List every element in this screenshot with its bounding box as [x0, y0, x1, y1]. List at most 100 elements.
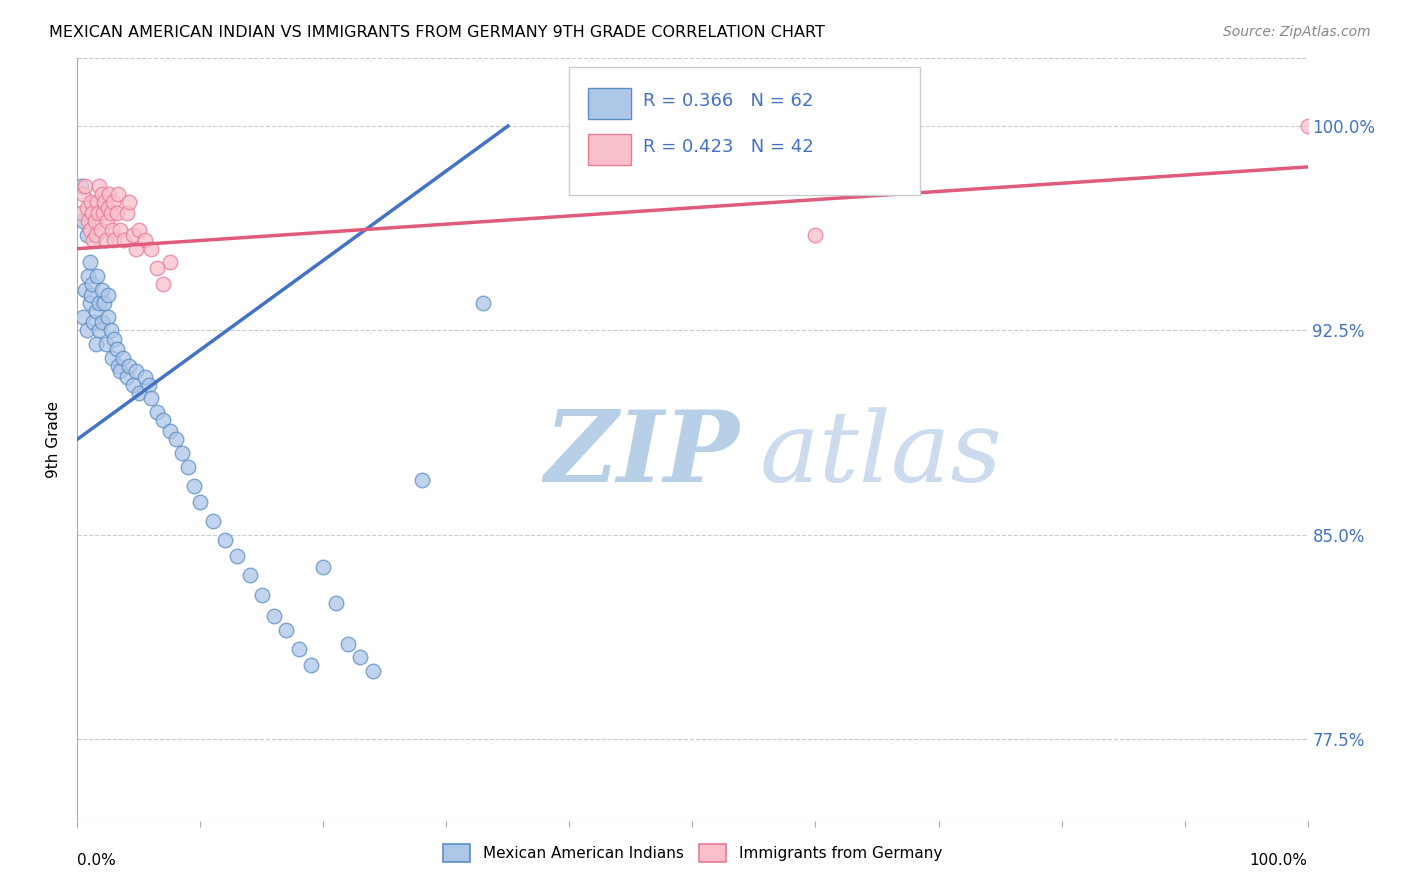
Point — [111, 351, 134, 365]
Point — [84, 337, 107, 351]
Legend: Mexican American Indians, Immigrants from Germany: Mexican American Indians, Immigrants fro… — [437, 838, 948, 868]
Point — [239, 568, 262, 582]
Point — [86, 268, 108, 283]
Point — [110, 222, 132, 236]
Point — [97, 201, 120, 215]
Point — [72, 187, 94, 202]
FancyBboxPatch shape — [588, 134, 631, 165]
Point — [70, 179, 93, 194]
Point — [93, 195, 115, 210]
Point — [89, 296, 111, 310]
Point — [101, 195, 124, 210]
Point — [90, 315, 114, 329]
Text: Source: ZipAtlas.com: Source: ZipAtlas.com — [1223, 25, 1371, 39]
Point — [183, 478, 205, 492]
Text: MEXICAN AMERICAN INDIAN VS IMMIGRANTS FROM GERMANY 9TH GRADE CORRELATION CHART: MEXICAN AMERICAN INDIAN VS IMMIGRANTS FR… — [49, 25, 825, 40]
Point — [325, 596, 347, 610]
Point — [411, 473, 433, 487]
Text: atlas: atlas — [761, 407, 1002, 502]
Point — [125, 364, 148, 378]
Point — [90, 222, 112, 236]
Point — [159, 424, 181, 438]
Point — [361, 664, 384, 678]
Point — [165, 432, 187, 446]
Point — [76, 201, 98, 215]
Point — [134, 234, 156, 248]
FancyBboxPatch shape — [588, 88, 631, 119]
Point — [349, 650, 371, 665]
Point — [89, 323, 111, 337]
Point — [100, 323, 122, 337]
Point — [94, 337, 117, 351]
Point — [226, 549, 249, 564]
Point — [90, 187, 114, 202]
Point — [159, 255, 181, 269]
Point — [70, 206, 93, 220]
Text: R = 0.366   N = 62: R = 0.366 N = 62 — [644, 93, 814, 111]
Point — [84, 304, 107, 318]
Point — [101, 351, 124, 365]
Point — [118, 195, 141, 210]
Point — [80, 288, 103, 302]
Point — [89, 179, 111, 194]
Point — [105, 343, 128, 357]
Point — [79, 255, 101, 269]
Point — [121, 227, 143, 242]
Point — [138, 377, 160, 392]
Point — [87, 206, 110, 220]
Point — [80, 195, 103, 210]
Point — [105, 206, 128, 220]
Point — [146, 260, 169, 275]
Point — [82, 315, 104, 329]
Point — [128, 386, 150, 401]
Point — [141, 242, 163, 256]
Point — [125, 242, 148, 256]
Point — [96, 214, 118, 228]
Point — [134, 369, 156, 384]
Point — [170, 446, 193, 460]
Point — [93, 296, 115, 310]
Text: 100.0%: 100.0% — [1250, 854, 1308, 868]
Point — [97, 288, 120, 302]
Point — [472, 296, 495, 310]
Point — [76, 323, 98, 337]
Point — [152, 413, 174, 427]
Point — [76, 227, 98, 242]
Point — [299, 658, 322, 673]
Point — [98, 187, 121, 202]
FancyBboxPatch shape — [569, 67, 920, 195]
Point — [84, 227, 107, 242]
Point — [141, 392, 163, 406]
Point — [118, 359, 141, 373]
Point — [82, 206, 104, 220]
Point — [103, 234, 125, 248]
Point — [101, 222, 124, 236]
Point — [188, 495, 212, 509]
Point — [128, 222, 150, 236]
Point — [115, 206, 138, 220]
Point — [97, 310, 120, 324]
Point — [152, 277, 174, 291]
Point — [263, 609, 285, 624]
Point — [201, 514, 224, 528]
Text: ZIP: ZIP — [546, 407, 740, 503]
Point — [804, 227, 827, 242]
Point — [77, 268, 100, 283]
Point — [288, 642, 311, 657]
Point — [82, 234, 104, 248]
Point — [91, 206, 114, 220]
Point — [250, 588, 273, 602]
Point — [73, 179, 96, 194]
Point — [312, 560, 335, 574]
Point — [73, 283, 96, 297]
Point — [103, 332, 125, 346]
Point — [214, 533, 236, 547]
Point — [1296, 119, 1319, 133]
Point — [177, 459, 200, 474]
Text: 0.0%: 0.0% — [77, 854, 117, 868]
Point — [77, 214, 100, 228]
Point — [107, 187, 129, 202]
Point — [86, 195, 108, 210]
Point — [146, 405, 169, 419]
Point — [112, 234, 135, 248]
